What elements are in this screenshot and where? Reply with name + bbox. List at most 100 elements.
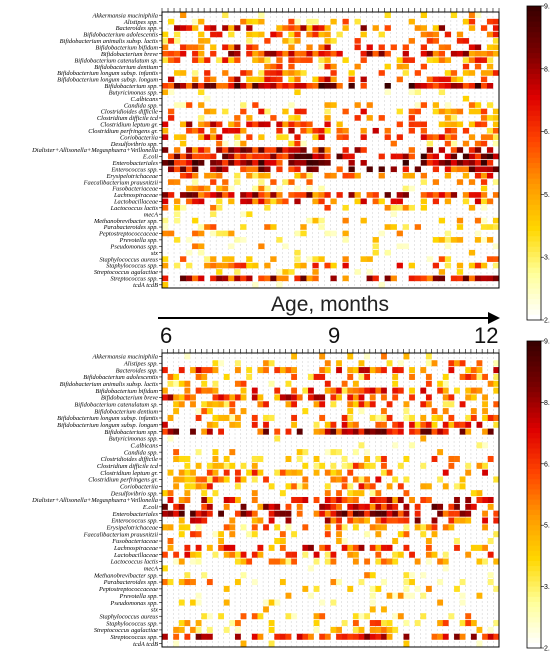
- bottom-cell: [347, 353, 354, 360]
- top-cell: [282, 50, 289, 57]
- top-colorbar-step: [527, 58, 541, 65]
- bottom-cell: [448, 360, 455, 367]
- bottom-cell: [319, 367, 326, 374]
- bottom-cell: [190, 517, 196, 524]
- bottom-cell: [324, 633, 331, 640]
- top-row-label: Streptococcus agalactiae: [94, 269, 158, 276]
- top-cell: [312, 25, 319, 31]
- top-cell: [384, 63, 391, 70]
- top-cell: [240, 140, 247, 147]
- top-cell: [318, 127, 325, 134]
- top-cell: [480, 121, 488, 128]
- top-cell: [216, 192, 223, 198]
- top-cell: [246, 134, 253, 140]
- bottom-cell: [302, 551, 309, 558]
- top-cell: [300, 50, 307, 57]
- top-cell: [348, 160, 355, 166]
- bottom-cell: [392, 558, 399, 565]
- bottom-cell: [263, 476, 269, 483]
- bottom-cell: [251, 387, 258, 394]
- bottom-cell: [212, 462, 219, 469]
- bottom-cell: [397, 360, 404, 367]
- bottom-row-label: Bifidobacterium breve: [101, 395, 158, 402]
- bottom-cell: [201, 496, 208, 504]
- bottom-colorbar-step: [527, 433, 541, 439]
- top-row-label: Clostridium perfringens gr.: [88, 128, 158, 135]
- bottom-cell: [319, 428, 326, 435]
- bottom-cell: [459, 428, 466, 435]
- bottom-cell: [420, 401, 427, 408]
- bottom-cell: [240, 408, 247, 415]
- top-cell: [456, 275, 464, 282]
- top-cell: [438, 44, 446, 51]
- bottom-cell: [201, 510, 208, 517]
- top-cell: [342, 217, 349, 224]
- bottom-cell: [268, 483, 275, 490]
- bottom-cell: [178, 599, 185, 606]
- bottom-cell: [302, 476, 309, 483]
- bottom-cell: [403, 544, 410, 551]
- top-cell: [180, 256, 187, 262]
- top-cell: [438, 76, 446, 83]
- top-colorbar-step: [527, 194, 541, 201]
- bottom-cell: [347, 462, 354, 469]
- top-cell: [174, 160, 181, 166]
- bottom-cell: [291, 373, 297, 380]
- top-cell: [444, 153, 452, 160]
- top-cell: [438, 108, 446, 115]
- top-colorbar-step: [527, 26, 541, 33]
- top-cell: [174, 50, 181, 57]
- top-cell: [402, 185, 409, 192]
- top-cell: [282, 179, 289, 185]
- bottom-cell: [229, 517, 236, 524]
- top-cell: [426, 76, 434, 83]
- top-cell: [486, 127, 494, 134]
- bottom-cell: [409, 373, 415, 380]
- bottom-cell: [409, 579, 415, 586]
- bottom-cell: [459, 360, 466, 367]
- bottom-cell: [470, 490, 477, 497]
- top-cell: [342, 25, 349, 31]
- bottom-cell: [251, 531, 258, 538]
- bottom-colorbar-step: [527, 545, 541, 552]
- bottom-cell: [358, 387, 365, 394]
- bottom-cell: [347, 401, 354, 408]
- top-cell: [180, 25, 187, 31]
- top-cell: [306, 192, 313, 198]
- bottom-cell: [465, 496, 472, 504]
- top-cell: [408, 121, 415, 128]
- bottom-cell: [347, 510, 354, 517]
- top-cell: [348, 153, 355, 160]
- bottom-cell: [341, 524, 348, 531]
- top-cell: [300, 127, 307, 134]
- bottom-cell: [420, 524, 427, 531]
- top-cell: [234, 83, 241, 89]
- bottom-cell: [381, 626, 387, 633]
- top-cell: [420, 192, 427, 198]
- top-cell: [246, 262, 253, 269]
- bottom-cell: [274, 469, 281, 476]
- bottom-cell: [352, 510, 359, 517]
- bottom-row-label: Erysipelotrichaceae: [106, 525, 159, 532]
- top-cell: [420, 160, 427, 166]
- bottom-cell: [386, 620, 393, 627]
- top-cell: [480, 204, 488, 211]
- bottom-cell: [375, 558, 382, 565]
- top-cell: [258, 108, 265, 115]
- bottom-cell: [476, 626, 483, 633]
- bottom-cell: [431, 503, 438, 510]
- top-cell: [276, 50, 283, 57]
- top-cell: [354, 44, 361, 51]
- top-colorbar-step: [527, 32, 541, 38]
- bottom-colorbar-step: [527, 596, 541, 603]
- bottom-cell: [336, 531, 342, 538]
- top-cell: [198, 44, 205, 51]
- bottom-cell: [251, 455, 258, 462]
- top-row-label: tcdA tcdB: [133, 282, 158, 289]
- top-cell: [180, 44, 187, 51]
- bottom-cell: [341, 483, 348, 490]
- top-cell: [414, 275, 421, 282]
- top-colorbar-step: [527, 53, 541, 59]
- top-colorbar-step: [527, 126, 541, 133]
